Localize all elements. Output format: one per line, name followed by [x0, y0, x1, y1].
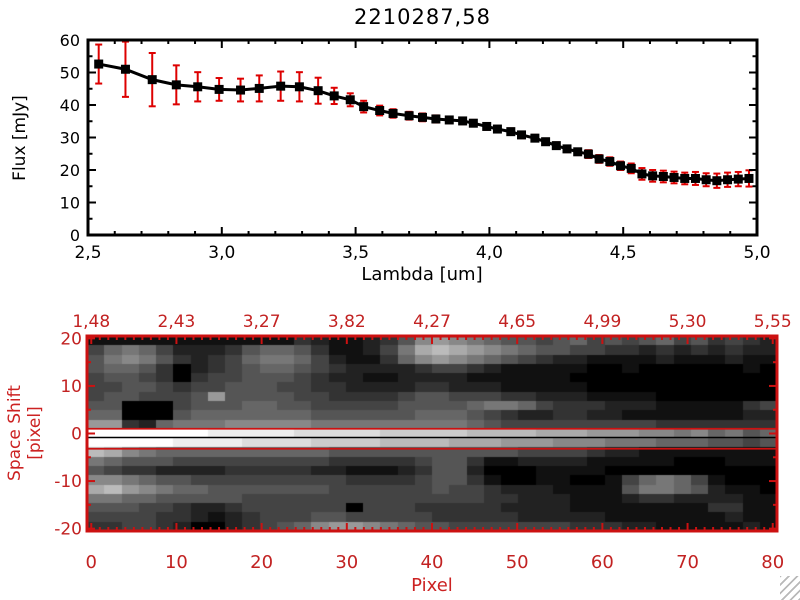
svg-text:4,65: 4,65 [498, 312, 536, 332]
svg-text:1,48: 1,48 [72, 312, 110, 332]
pixel-axis-label: Pixel [411, 575, 453, 596]
svg-text:60: 60 [60, 31, 80, 50]
svg-text:80: 80 [761, 552, 784, 573]
svg-text:5,55: 5,55 [754, 312, 792, 332]
svg-text:-10: -10 [54, 472, 82, 492]
svg-text:40: 40 [60, 96, 80, 115]
svg-text:50: 50 [60, 64, 80, 83]
svg-text:2,5: 2,5 [74, 243, 101, 263]
svg-text:30: 30 [335, 552, 358, 573]
svg-text:4,99: 4,99 [583, 312, 621, 332]
svg-text:5,30: 5,30 [669, 312, 707, 332]
svg-text:2,43: 2,43 [158, 312, 196, 332]
svg-text:4,0: 4,0 [476, 243, 503, 263]
svg-text:-20: -20 [54, 520, 82, 540]
lambda-axis-label: Lambda [um] [361, 264, 483, 285]
svg-text:5,0: 5,0 [743, 243, 770, 263]
svg-text:50: 50 [506, 552, 529, 573]
svg-text:10: 10 [60, 194, 80, 213]
svg-text:20: 20 [250, 552, 273, 573]
spectrogram-image [87, 336, 777, 531]
svg-text:0: 0 [71, 425, 82, 445]
svg-text:60: 60 [591, 552, 614, 573]
svg-text:3,0: 3,0 [208, 243, 235, 263]
svg-text:0: 0 [86, 552, 97, 573]
window-resize-grip[interactable] [780, 576, 800, 600]
svg-text:10: 10 [165, 552, 188, 573]
svg-text:30: 30 [60, 129, 80, 148]
svg-text:20: 20 [60, 161, 80, 180]
svg-text:3,82: 3,82 [328, 312, 366, 332]
plot-title: 2210287,58 [354, 5, 491, 29]
svg-text:20: 20 [60, 329, 82, 349]
svg-text:4,5: 4,5 [610, 243, 637, 263]
svg-text:0: 0 [70, 226, 80, 245]
svg-text:10: 10 [60, 377, 82, 397]
svg-text:4,27: 4,27 [413, 312, 451, 332]
svg-text:40: 40 [421, 552, 444, 573]
svg-text:3,5: 3,5 [342, 243, 369, 263]
svg-text:70: 70 [676, 552, 699, 573]
space-shift-axis-label: Space Shift [pixel] [5, 385, 45, 481]
svg-text:3,27: 3,27 [243, 312, 281, 332]
